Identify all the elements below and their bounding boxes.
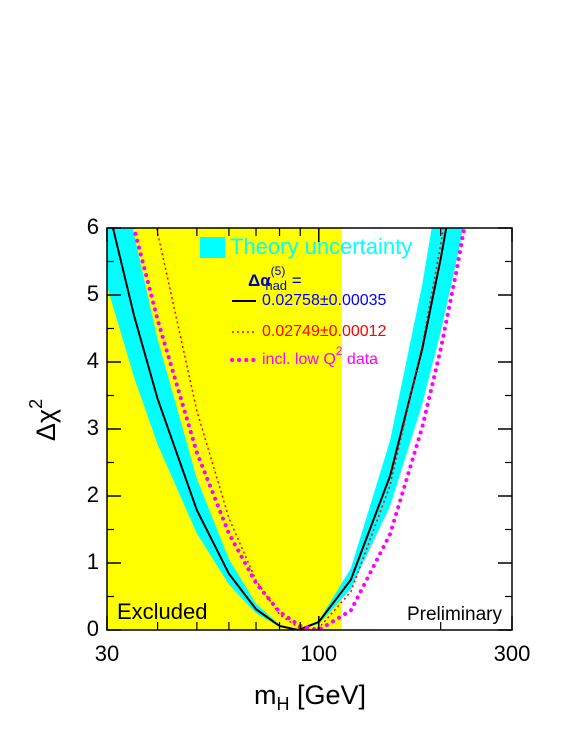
x-tick-label: 300 — [494, 641, 531, 666]
y-tick-label: 6 — [87, 214, 99, 239]
legend-entries: 0.02758±0.00035 0.02749±0.00012 incl. low … — [230, 292, 387, 368]
legend-band-key — [200, 237, 225, 258]
x-label-main: m — [254, 680, 277, 710]
axes: 0 1 2 3 4 5 6 30 100 300 — [87, 214, 531, 666]
x-label-rest: [GeV] — [289, 680, 366, 710]
legend-heading-sup: (5) — [271, 264, 286, 278]
legend-label: incl. low Q2 data — [262, 344, 378, 368]
x-tick-label: 30 — [95, 641, 119, 666]
legend-band-label: Theory uncertainty — [230, 234, 412, 259]
legend-heading-rest: = — [287, 271, 302, 290]
curve — [156, 228, 445, 630]
y-tick-label: 0 — [87, 616, 99, 641]
y-axis-label: Δχ2 — [26, 399, 61, 441]
annotation: Preliminary — [407, 604, 503, 625]
y-tick-label: 3 — [87, 415, 99, 440]
y-tick-label: 4 — [87, 348, 99, 373]
x-tick-label: 100 — [300, 641, 337, 666]
y-tick-label: 5 — [87, 281, 99, 306]
x-label-sub: H — [276, 694, 289, 714]
y-label-main: Δχ — [31, 409, 61, 441]
excluded-label: Excluded — [117, 599, 208, 624]
y-label-sup: 2 — [26, 399, 46, 409]
legend-heading: Δα(5) had = — [248, 264, 302, 293]
legend-heading-main: Δα — [248, 271, 271, 290]
plot-area — [107, 228, 467, 630]
y-tick-label: 2 — [87, 482, 99, 507]
legend-label: 0.02758±0.00035 — [262, 292, 387, 309]
y-tick-label: 1 — [87, 549, 99, 574]
x-axis-label: mH [GeV] — [254, 680, 366, 714]
legend-label: 0.02749±0.00012 — [262, 323, 387, 340]
legend: Theory uncertainty Δα(5) had = 0.02758±0.… — [200, 234, 412, 368]
legend-heading-sub: had — [265, 278, 287, 293]
legend-label-sup: 2 — [336, 344, 343, 358]
legend-label-rest: data — [342, 351, 378, 368]
legend-label-main: incl. low Q — [262, 351, 336, 368]
